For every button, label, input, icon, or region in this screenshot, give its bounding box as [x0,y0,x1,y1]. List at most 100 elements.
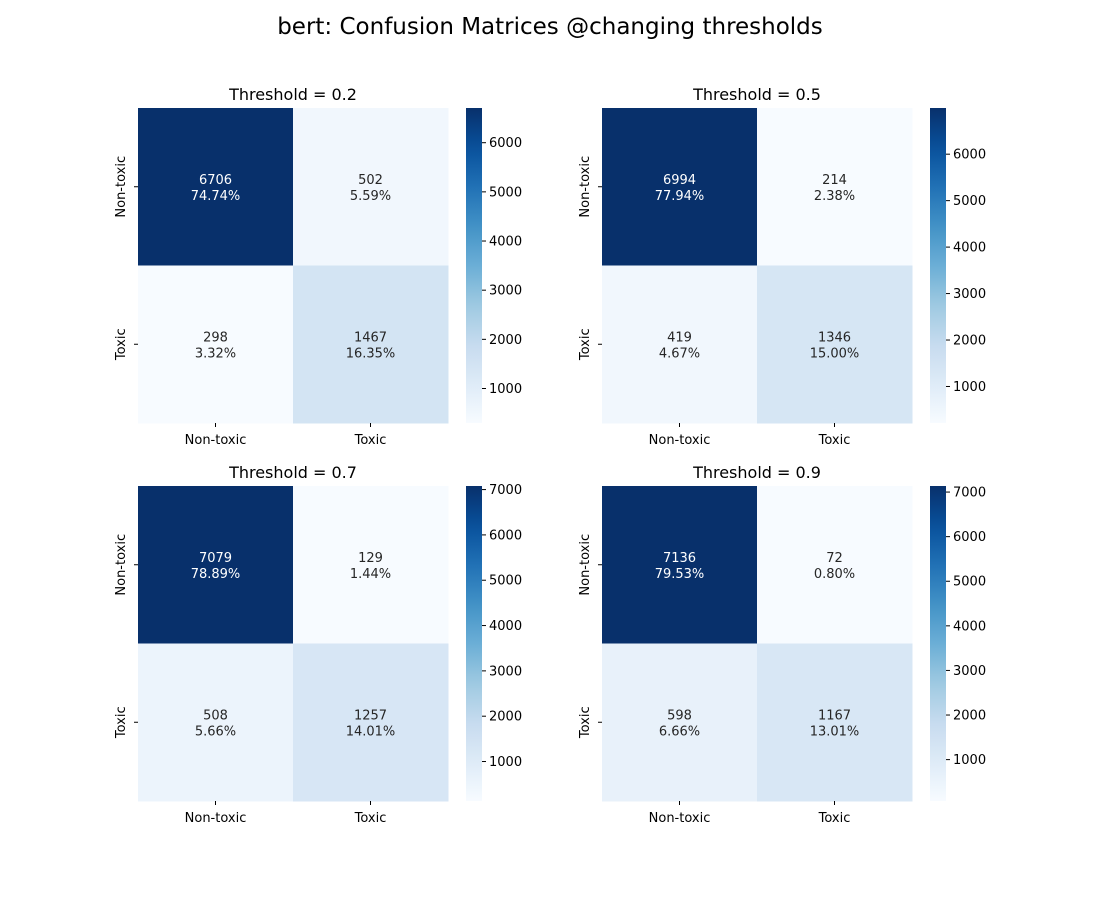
colorbar-tick-label: 2000 [953,709,986,724]
colorbar-tick-label: 4000 [489,235,522,250]
cell-percent-label: 77.94% [655,189,705,204]
heatmap-cell [757,108,913,266]
colorbar-tick-label: 3000 [489,284,522,299]
colorbar-tick-label: 5000 [489,574,522,589]
x-tick-label: Toxic [354,433,387,448]
cell-count-label: 1346 [818,330,851,345]
heatmap-cell [138,108,294,266]
cell-count-label: 214 [822,173,847,188]
colorbar-tick-label: 2000 [953,334,986,349]
colorbar-tick-label: 6000 [489,136,522,151]
colorbar [930,108,946,423]
y-tick-label: Non-toxic [578,534,593,596]
y-tick-label: Non-toxic [114,156,129,218]
cell-percent-label: 2.38% [814,189,855,204]
colorbar-tick-label: 7000 [953,486,986,501]
cell-count-label: 1467 [354,330,387,345]
colorbar-tick-label: 1000 [953,380,986,395]
colorbar-tick-label: 6000 [953,148,986,163]
heatmap-cell [602,265,758,424]
y-tick-label: Toxic [578,706,593,739]
cell-count-label: 1167 [818,708,851,723]
panel-title: Threshold = 0.2 [228,85,357,104]
cell-percent-label: 13.01% [810,724,860,739]
cell-percent-label: 3.32% [195,346,236,361]
colorbar-tick-label: 1000 [489,382,522,397]
cell-count-label: 598 [667,708,692,723]
colorbar-tick-label: 3000 [489,664,522,679]
cell-percent-label: 79.53% [655,567,705,582]
x-tick-label: Toxic [354,811,387,826]
x-tick-label: Non-toxic [649,811,711,826]
cell-count-label: 298 [203,330,228,345]
y-tick-label: Toxic [114,328,129,361]
panel-title: Threshold = 0.5 [692,85,821,104]
heatmap-cell [138,643,294,802]
x-tick-label: Non-toxic [185,811,247,826]
colorbar-tick-label: 5000 [489,185,522,200]
heatmap-cell [757,265,913,424]
cell-percent-label: 1.44% [350,567,391,582]
cell-percent-label: 4.67% [659,346,700,361]
heatmap-cell [602,486,758,644]
heatmap-cell [138,265,294,424]
colorbar-tick-label: 1000 [953,753,986,768]
colorbar-tick-label: 5000 [953,575,986,590]
cell-percent-label: 74.74% [191,189,241,204]
figure-title: bert: Confusion Matrices @changing thres… [277,14,823,40]
cell-count-label: 419 [667,330,692,345]
heatmap-cell [293,486,449,644]
cell-count-label: 72 [826,551,843,566]
colorbar-tick-label: 3000 [953,287,986,302]
cell-percent-label: 16.35% [346,346,396,361]
cell-percent-label: 6.66% [659,724,700,739]
cell-percent-label: 15.00% [810,346,860,361]
heatmap-cell [293,643,449,802]
heatmap-cell [602,108,758,266]
heatmap-cell [602,643,758,802]
cell-count-label: 6706 [199,173,232,188]
cell-count-label: 508 [203,708,228,723]
colorbar [466,486,482,801]
y-tick-label: Toxic [578,328,593,361]
colorbar-tick-label: 2000 [489,710,522,725]
heatmap-cell [293,265,449,424]
panel-title: Threshold = 0.9 [692,463,821,482]
colorbar-tick-label: 7000 [489,483,522,498]
cell-count-label: 502 [358,173,383,188]
colorbar-tick-label: 1000 [489,755,522,770]
cell-percent-label: 5.66% [195,724,236,739]
cell-percent-label: 78.89% [191,567,241,582]
colorbar-tick-label: 4000 [489,619,522,634]
colorbar-tick-label: 4000 [953,619,986,634]
cell-percent-label: 5.59% [350,189,391,204]
colorbar-tick-label: 6000 [953,530,986,545]
cell-count-label: 1257 [354,708,387,723]
cell-count-label: 129 [358,551,383,566]
colorbar-tick-label: 2000 [489,333,522,348]
heatmap-cell [293,108,449,266]
heatmap-cell [757,643,913,802]
colorbar-tick-label: 6000 [489,528,522,543]
colorbar-tick-label: 4000 [953,241,986,256]
colorbar-tick-label: 5000 [953,194,986,209]
x-tick-label: Non-toxic [649,433,711,448]
heatmap-cell [138,486,294,644]
cell-count-label: 7136 [663,551,696,566]
cell-count-label: 6994 [663,173,696,188]
x-tick-label: Toxic [818,811,851,826]
x-tick-label: Toxic [818,433,851,448]
heatmap-cell [757,486,913,644]
cell-percent-label: 0.80% [814,567,855,582]
y-tick-label: Toxic [114,706,129,739]
y-tick-label: Non-toxic [578,156,593,218]
cell-percent-label: 14.01% [346,724,396,739]
x-tick-label: Non-toxic [185,433,247,448]
y-tick-label: Non-toxic [114,534,129,596]
colorbar [930,486,946,801]
